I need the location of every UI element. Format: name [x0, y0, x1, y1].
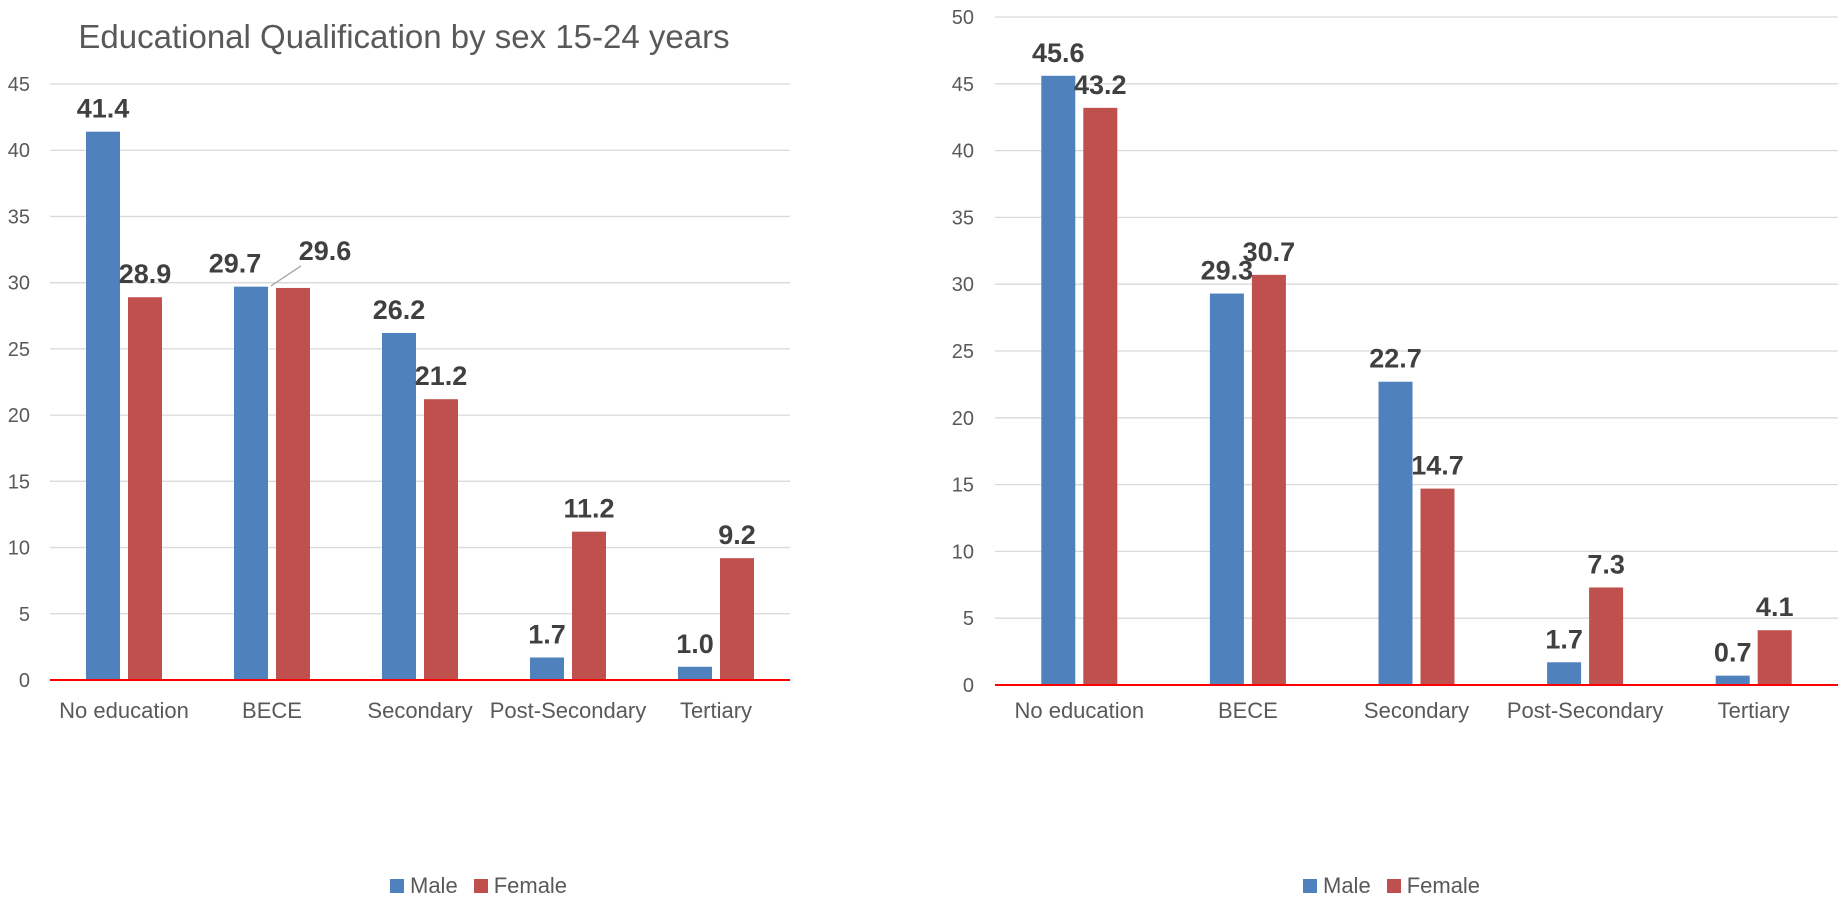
bar-female — [720, 558, 754, 680]
legend-item-female: Female — [473, 873, 568, 899]
y-tick-label: 35 — [952, 207, 974, 229]
y-tick-label: 35 — [8, 206, 30, 228]
chart-left-legend: Male Female — [390, 873, 568, 899]
chart-right-plot: 0 5 10 15 20 25 30 35 40 45 50 45.643.2 No education… — [952, 7, 1838, 723]
y-tick-label: 30 — [952, 274, 974, 296]
data-label-female: 4.1 — [1756, 592, 1794, 622]
legend-item-male: Male — [390, 873, 458, 899]
legend-swatch-male — [1303, 879, 1317, 893]
bar-male — [530, 657, 564, 680]
x-category-label: BECE — [242, 698, 302, 723]
x-category-label: Tertiary — [680, 698, 752, 723]
data-label-female: 14.7 — [1411, 451, 1464, 481]
bar-male — [234, 286, 268, 680]
data-label-male: 45.6 — [1032, 38, 1085, 68]
x-category-label: No education — [1014, 698, 1144, 723]
data-label-male: 0.7 — [1714, 638, 1752, 668]
y-tick-label: 15 — [952, 475, 974, 497]
data-label-female: 28.9 — [119, 259, 172, 289]
y-tick-label: 10 — [8, 538, 30, 560]
bar-male — [86, 131, 120, 680]
x-category-label: BECE — [1218, 698, 1278, 723]
bar-female — [1589, 587, 1624, 685]
y-tick-label: 10 — [952, 541, 974, 563]
legend-swatch-female — [1386, 879, 1401, 893]
data-label-male: 1.7 — [528, 619, 566, 649]
y-tick-label: 25 — [8, 339, 30, 361]
bar-male — [1715, 675, 1750, 685]
y-tick-label: 30 — [8, 273, 30, 295]
legend-swatch-male — [390, 879, 404, 893]
y-tick-label: 45 — [952, 74, 974, 96]
data-label-female: 11.2 — [563, 494, 614, 524]
y-tick-label: 20 — [8, 405, 30, 427]
legend-label-female: Female — [493, 873, 568, 898]
bar-female — [276, 287, 310, 680]
y-tick-label: 40 — [952, 141, 974, 163]
data-label-female: 29.6 — [299, 236, 352, 266]
bar-female — [572, 531, 606, 680]
data-label-female: 7.3 — [1587, 549, 1625, 579]
chart-title: Educational Qualification by sex 15-24 y… — [78, 18, 729, 55]
data-label-male: 1.7 — [1545, 624, 1583, 654]
bar-male — [1209, 293, 1244, 685]
bar-female — [128, 297, 162, 680]
y-tick-label: 15 — [8, 471, 30, 493]
legend-item-male: Male — [1303, 873, 1371, 899]
y-tick-label: 50 — [952, 7, 974, 29]
y-tick-label: 40 — [8, 140, 30, 162]
bar-male — [1378, 381, 1413, 685]
x-category-label: Secondary — [367, 698, 472, 723]
y-tick-label: 5 — [963, 608, 974, 630]
y-tick-label: 25 — [952, 341, 974, 363]
x-category-label: No education — [59, 698, 189, 723]
x-category-label: Secondary — [1364, 698, 1469, 723]
data-label-female: 43.2 — [1074, 70, 1127, 100]
data-label-male: 26.2 — [373, 295, 426, 325]
bar-male — [1041, 75, 1076, 685]
x-category-label: Tertiary — [1718, 698, 1790, 723]
bar-female — [1251, 274, 1286, 685]
chart-left: Educational Qualification by sex 15-24 y… — [0, 0, 920, 901]
bar-female — [1420, 488, 1455, 685]
bar-male — [1547, 662, 1582, 685]
data-label-female: 21.2 — [415, 361, 468, 391]
bar-male — [382, 332, 416, 680]
data-label-female: 9.2 — [718, 520, 756, 550]
y-tick-label: 5 — [19, 604, 30, 626]
y-tick-label: 0 — [19, 670, 30, 692]
legend-label-male: Male — [1323, 873, 1371, 898]
bar-female — [424, 399, 458, 680]
legend-label-male: Male — [410, 873, 458, 898]
data-label-male: 41.4 — [77, 94, 130, 124]
bar-female — [1757, 630, 1792, 685]
data-label-male: 29.3 — [1201, 256, 1254, 286]
x-category-label: Post-Secondary — [1507, 698, 1664, 723]
legend-swatch-female — [473, 879, 488, 893]
leader-line — [270, 265, 302, 287]
legend-label-female: Female — [1406, 873, 1481, 898]
chart-right-legend: Male Female — [1303, 873, 1481, 899]
data-label-male: 29.7 — [209, 249, 262, 279]
chart-left-plot: Educational Qualification by sex 15-24 y… — [8, 18, 790, 723]
chart-right: 0 5 10 15 20 25 30 35 40 45 50 45.6 43.2 No education… — [920, 0, 1845, 901]
y-tick-label: 45 — [8, 74, 30, 96]
bar-male — [678, 666, 712, 680]
legend-item-female: Female — [1386, 873, 1481, 899]
y-tick-label: 0 — [963, 675, 974, 697]
data-label-female: 30.7 — [1243, 237, 1296, 267]
y-tick-label: 20 — [952, 408, 974, 430]
data-label-male: 22.7 — [1369, 344, 1422, 374]
bar-female — [1083, 107, 1118, 685]
x-category-label: Post-Secondary — [490, 698, 647, 723]
data-label-male: 1.0 — [676, 629, 714, 659]
